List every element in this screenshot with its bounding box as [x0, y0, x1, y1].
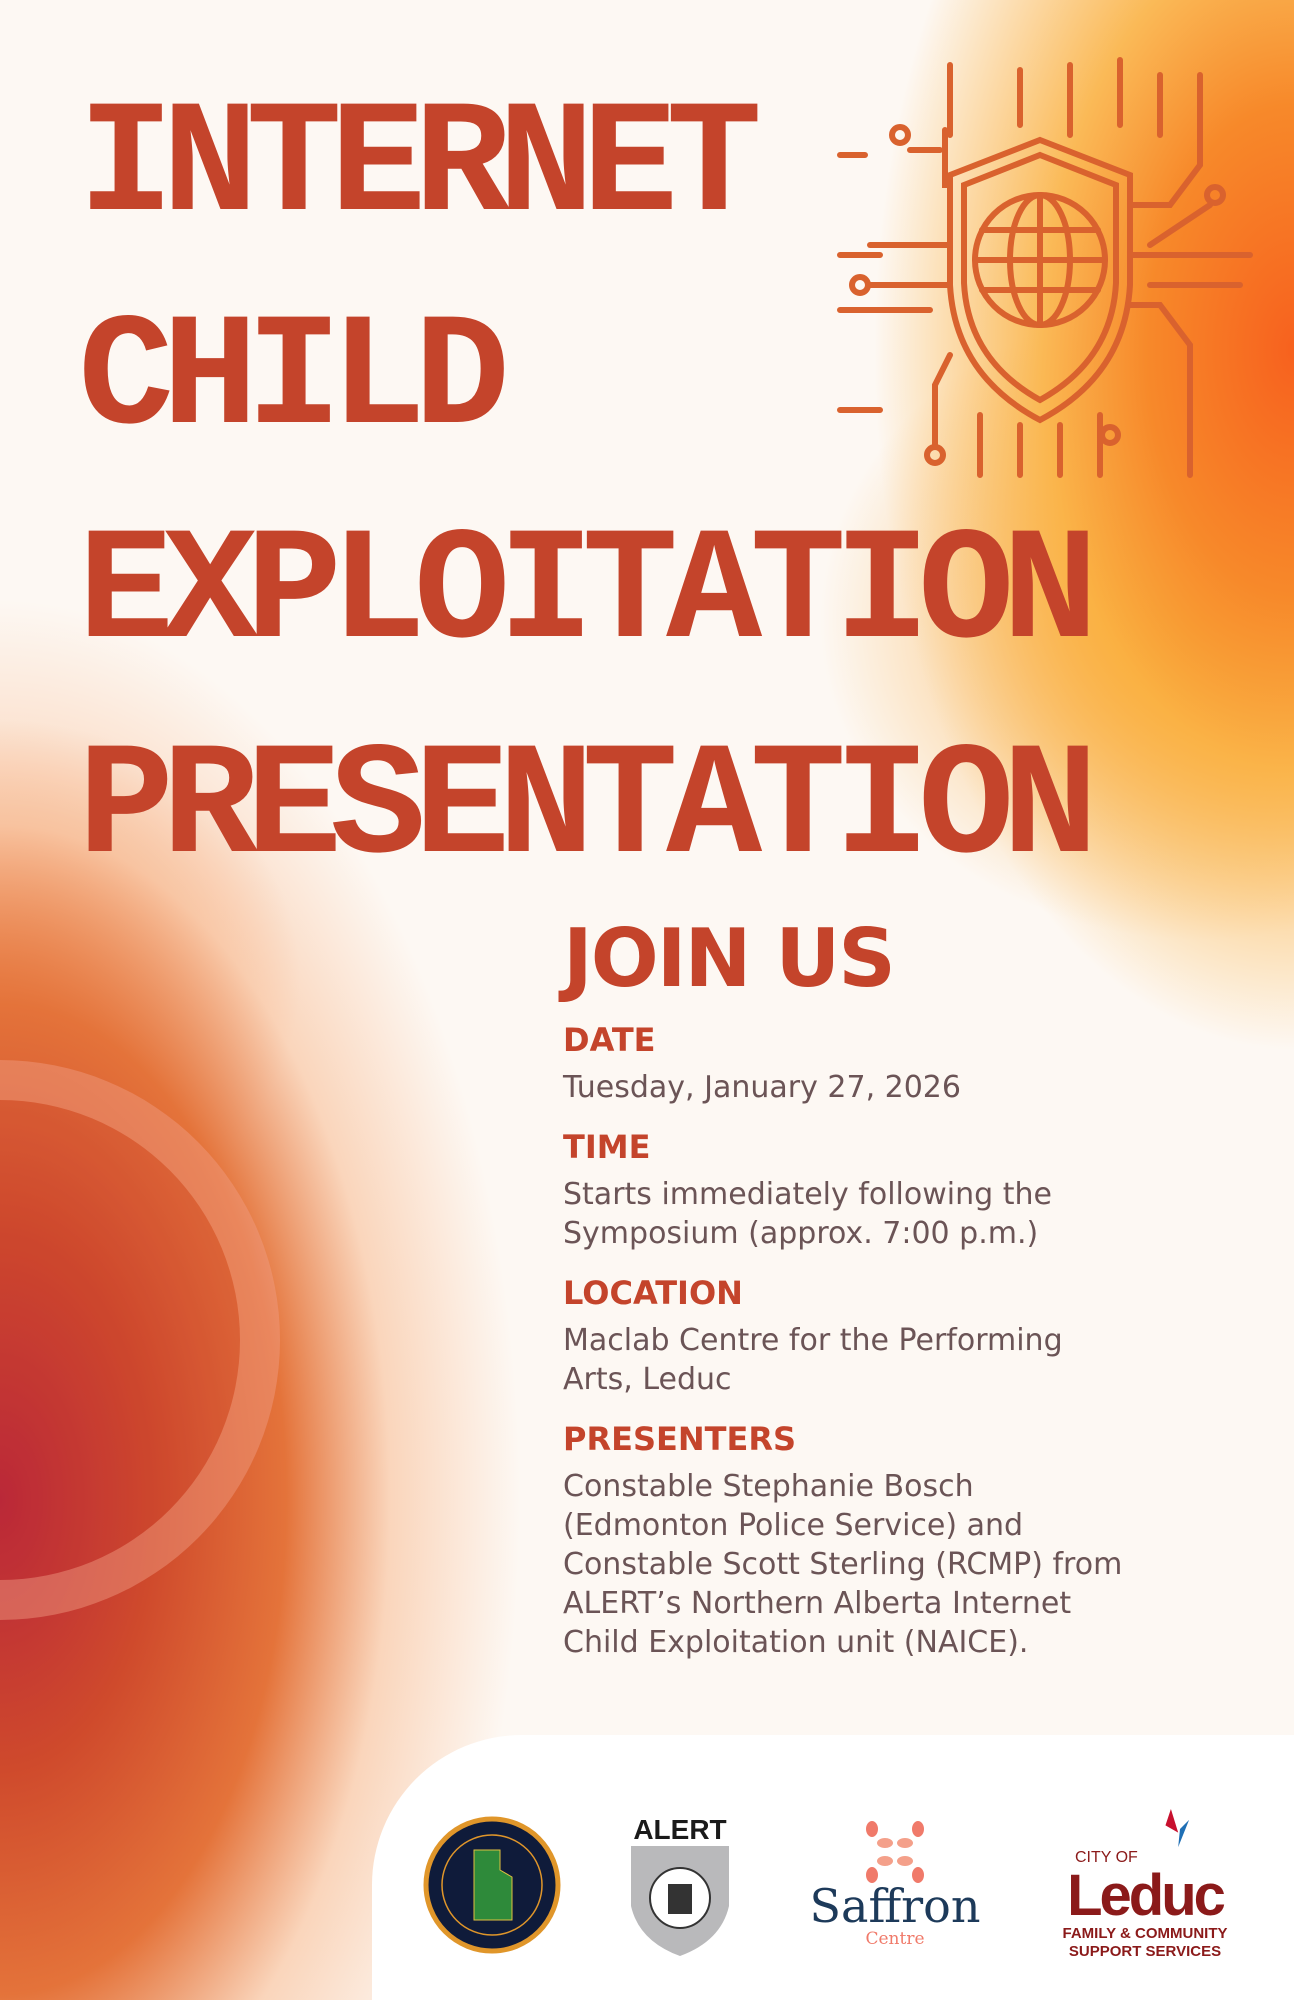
saffron-centre-logo: Saffron Centre: [785, 1800, 1005, 1970]
title-line-4: PRESENTATION: [78, 719, 1098, 900]
location-label: LOCATION: [563, 1274, 743, 1312]
leduc-flag-icon: [1165, 1809, 1190, 1848]
presenters-section: PRESENTERS Constable Stephanie Bosch (Ed…: [563, 1419, 1263, 1662]
event-details: DATE Tuesday, January 27, 2026 TIME Star…: [563, 1020, 1263, 1682]
location-line: Maclab Centre for the Performing: [563, 1323, 1063, 1358]
alert-logo: ALERT: [630, 1800, 730, 1970]
cyber-shield-globe-icon: [837, 57, 1253, 478]
time-line: Symposium (approx. 7:00 p.m.): [563, 1216, 1039, 1251]
city-of-leduc-fcss-logo: CITY OF Leduc FAMILY & COMMUNITY SUPPORT…: [1045, 1800, 1245, 1970]
time-line: Starts immediately following the: [563, 1177, 1052, 1212]
title-line-2: CHILD: [78, 290, 510, 471]
presenters-line: ALERT’s Northern Alberta Internet: [563, 1586, 1072, 1621]
title-line-3: EXPLOITATION: [78, 504, 1098, 685]
leduc-line-2: SUPPORT SERVICES: [1068, 1943, 1222, 1960]
date-section: DATE Tuesday, January 27, 2026: [563, 1020, 1263, 1107]
time-section: TIME Starts immediately following the Sym…: [563, 1127, 1263, 1253]
date-value: Tuesday, January 27, 2026: [563, 1070, 961, 1105]
presenters-line: Constable Stephanie Bosch: [563, 1469, 974, 1504]
leduc-city-of: CITY OF: [1075, 1849, 1138, 1866]
location-section: LOCATION Maclab Centre for the Performin…: [563, 1273, 1263, 1399]
date-label: DATE: [563, 1021, 656, 1059]
presenters-line: Constable Scott Sterling (RCMP) from: [563, 1547, 1123, 1582]
presenters-line: (Edmonton Police Service) and: [563, 1508, 1024, 1543]
presenters-line: Child Exploitation unit (NAICE).: [563, 1625, 1029, 1660]
saffron-flower-icon: [866, 1821, 924, 1883]
join-us-heading: JOIN US: [563, 912, 896, 1005]
time-label: TIME: [563, 1128, 651, 1166]
leduc-name: Leduc: [1067, 1863, 1226, 1928]
location-line: Arts, Leduc: [563, 1362, 732, 1397]
naice-logo: [422, 1800, 562, 1970]
leduc-line-1: FAMILY & COMMUNITY: [1062, 1925, 1228, 1942]
title-line-1: INTERNET: [78, 77, 762, 258]
presenters-label: PRESENTERS: [563, 1420, 797, 1458]
